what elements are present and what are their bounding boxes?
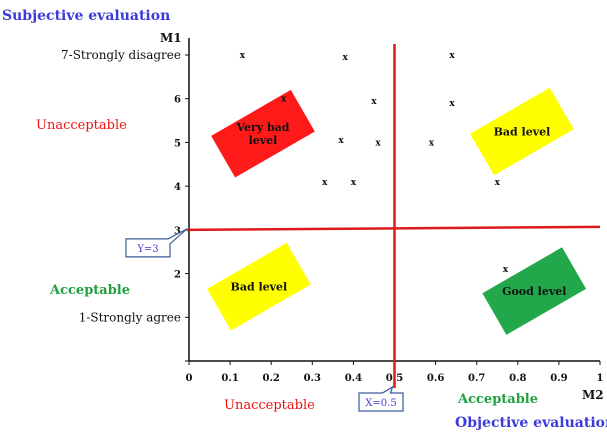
y-tick-label: 7-Strongly disagree	[61, 48, 181, 62]
data-point: x	[503, 265, 509, 275]
y-axis-title: Subjective evaluation	[2, 8, 170, 24]
x-axis-title: Objective evaluation	[455, 415, 607, 431]
x-tick-label: 0	[186, 373, 193, 384]
zone-box	[482, 247, 587, 335]
x-tick-label: 0.9	[550, 373, 567, 384]
threshold-y-line	[186, 225, 601, 232]
zone-3: Good level	[482, 247, 587, 335]
y-tick-label: 2	[174, 270, 181, 281]
x-tick-label: 0.6	[427, 373, 444, 384]
y-axis-name: M1	[160, 31, 182, 45]
y-tick-label: 1-Strongly agree	[79, 310, 181, 324]
y-tick-label: 5	[174, 138, 181, 149]
y-tick-label: 6	[174, 95, 181, 106]
zone-box	[207, 242, 311, 331]
x05-callout-box	[358, 385, 404, 412]
zone-box	[211, 89, 315, 178]
data-point: x	[240, 51, 246, 61]
data-point: x	[322, 178, 328, 188]
x-axis-name: M2	[582, 388, 604, 402]
data-point: x	[351, 178, 357, 188]
x-tick-label: 0.3	[304, 373, 321, 384]
data-point: x	[338, 136, 344, 146]
zone-label: Bad level	[494, 126, 551, 139]
zone-1: Bad level	[470, 87, 574, 176]
y-tick-label: 3	[174, 226, 181, 237]
x-unacceptable-label: Unacceptable	[224, 398, 315, 413]
y-acceptable-label: Acceptable	[49, 283, 130, 298]
x-tick-label: 0.7	[468, 373, 485, 384]
x-tick-label: 0.2	[262, 373, 279, 384]
zone-label: level	[249, 134, 278, 147]
x-tick-label: 0.8	[509, 373, 526, 384]
data-point: x	[371, 97, 377, 107]
zone-label: Very bad	[235, 121, 289, 134]
data-point: x	[281, 95, 287, 105]
x-acceptable-label: Acceptable	[457, 392, 538, 407]
data-point: x	[449, 51, 455, 61]
data-point: x	[342, 53, 348, 63]
zone-box	[470, 87, 574, 176]
x05-callout-label: X=0.5	[365, 398, 396, 409]
x-tick-label: 0.1	[221, 373, 238, 384]
zone-label: Bad level	[231, 281, 288, 294]
zone-2: Bad level	[207, 242, 311, 331]
data-point: x	[449, 99, 455, 109]
x-tick-label: 1	[597, 373, 604, 384]
y3-callout-label: Y=3	[136, 244, 158, 255]
zone-label: Good level	[502, 285, 566, 298]
y3-callout-box	[125, 228, 188, 258]
data-point: x	[375, 138, 381, 148]
data-point: x	[429, 138, 435, 148]
x-tick-label: 0.4	[345, 373, 362, 384]
y-unacceptable-label: Unacceptable	[36, 118, 127, 133]
y-tick-label: 4	[174, 182, 181, 193]
data-point: x	[495, 178, 501, 188]
